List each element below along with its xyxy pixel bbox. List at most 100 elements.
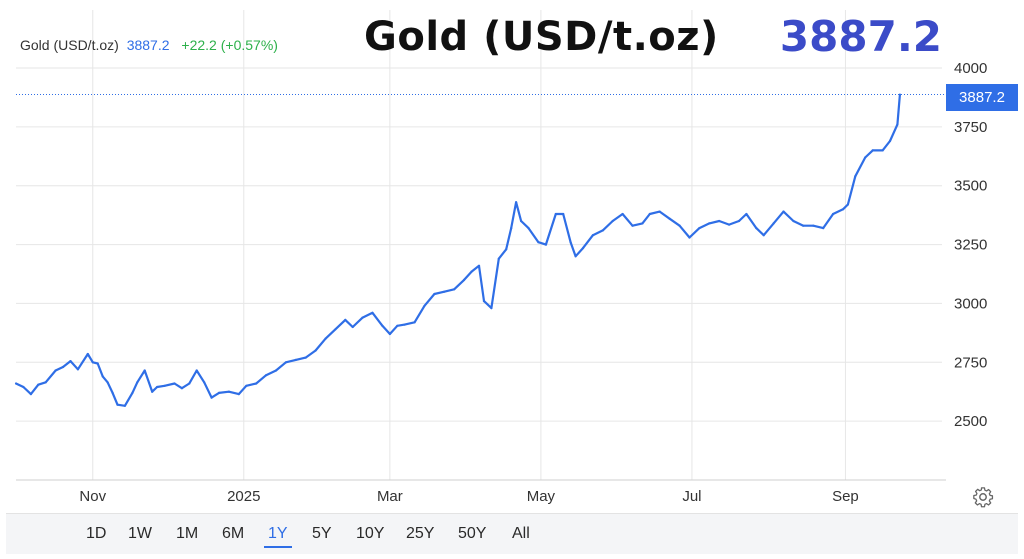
- range-1m-button[interactable]: 1M: [176, 525, 199, 542]
- range-10y-button[interactable]: 10Y: [356, 525, 385, 542]
- price-point: [497, 257, 500, 260]
- price-point: [37, 383, 40, 386]
- price-point: [515, 201, 518, 204]
- price-point: [510, 227, 513, 230]
- y-axis-ticks: 2500 2750 3000 3250 3500 3750 4000: [954, 60, 987, 430]
- price-point: [361, 316, 364, 319]
- price-point: [881, 149, 884, 152]
- price-point: [864, 156, 867, 159]
- price-point: [143, 369, 146, 372]
- price-point: [371, 311, 374, 314]
- price-point: [91, 361, 94, 364]
- price-point: [871, 149, 874, 152]
- y-tick-label: 2500: [954, 413, 987, 430]
- price-point: [698, 227, 701, 230]
- price-point: [314, 349, 317, 352]
- price-point: [403, 323, 406, 326]
- price-point: [591, 234, 595, 237]
- price-point: [324, 337, 327, 340]
- price-point: [69, 360, 72, 363]
- price-point: [344, 318, 347, 321]
- time-range-bar: 1D 1W 1M 6M 1Y 5Y 10Y 25Y 50Y All: [6, 513, 1018, 554]
- price-point: [29, 393, 32, 396]
- price-point: [396, 324, 399, 327]
- price-point: [61, 365, 65, 369]
- price-point: [210, 396, 213, 399]
- price-point: [255, 382, 258, 385]
- price-point: [44, 381, 47, 384]
- price-point: [772, 222, 775, 225]
- y-tick-label: 3000: [954, 295, 987, 312]
- x-tick-label: Sep: [832, 488, 859, 505]
- price-point: [631, 224, 634, 227]
- price-point: [621, 212, 624, 216]
- price-point: [111, 391, 114, 394]
- range-all-button[interactable]: All: [512, 525, 530, 542]
- price-point: [802, 224, 805, 227]
- price-point: [265, 374, 268, 377]
- price-point: [490, 307, 493, 310]
- price-point: [54, 369, 57, 372]
- range-1y-button[interactable]: 1Y: [264, 514, 292, 554]
- price-point: [463, 278, 466, 281]
- price-point: [822, 227, 825, 230]
- price-point: [195, 369, 198, 372]
- legend-value: 3887.2: [126, 37, 170, 53]
- range-6m-button[interactable]: 6M: [222, 525, 245, 542]
- price-point: [544, 243, 548, 246]
- price-point: [832, 212, 835, 216]
- price-point: [433, 292, 436, 296]
- price-point: [334, 328, 337, 331]
- y-tick-label: 3750: [954, 119, 987, 136]
- price-point: [520, 219, 523, 223]
- price-points: [14, 93, 902, 407]
- x-axis-ticks: Nov 2025 Mar May Jul Sep: [79, 488, 858, 505]
- price-point: [854, 175, 857, 178]
- y-tick-label: 3500: [954, 178, 987, 195]
- y-tick-label: 2750: [954, 354, 987, 371]
- range-50y-button[interactable]: 50Y: [458, 525, 487, 542]
- current-price: 3887.2: [779, 12, 942, 61]
- price-point: [14, 382, 18, 385]
- price-point: [453, 288, 456, 291]
- price-point: [554, 212, 557, 216]
- legend-series-name: Gold (USD/t.oz): [20, 37, 119, 53]
- price-point: [755, 227, 758, 230]
- price-point: [648, 212, 651, 216]
- price-point: [304, 356, 307, 359]
- price-point: [156, 385, 159, 389]
- price-point: [574, 255, 577, 258]
- price-point: [562, 212, 565, 216]
- price-point: [888, 139, 892, 143]
- chart-legend: Gold (USD/t.oz) 3887.2 +22.2 (+0.57%): [20, 37, 278, 53]
- x-tick-label: 2025: [227, 488, 260, 505]
- price-point: [745, 212, 748, 216]
- chart-title: Gold (USD/t.oz): [364, 14, 719, 60]
- x-tick-label: Nov: [79, 488, 106, 505]
- price-point: [188, 382, 191, 385]
- price-point: [601, 229, 604, 232]
- price-point: [217, 391, 221, 394]
- price-point: [443, 290, 446, 293]
- range-5y-button[interactable]: 5Y: [312, 525, 332, 542]
- y-tick-label: 4000: [954, 60, 987, 77]
- price-point: [106, 381, 109, 384]
- last-price-tag: 3887.2: [946, 84, 1018, 111]
- price-point: [245, 384, 248, 387]
- price-point: [76, 368, 79, 371]
- price-point: [896, 123, 899, 126]
- price-point: [284, 361, 287, 364]
- price-point: [413, 321, 416, 324]
- range-1d-button[interactable]: 1D: [86, 525, 107, 542]
- price-point: [678, 224, 681, 227]
- price-point: [274, 369, 278, 372]
- price-series-line: [15, 94, 901, 407]
- price-point: [477, 264, 481, 267]
- price-point: [611, 219, 614, 223]
- price-point: [812, 224, 815, 227]
- range-1w-button[interactable]: 1W: [128, 525, 152, 542]
- range-25y-button[interactable]: 25Y: [406, 525, 435, 542]
- price-point: [569, 241, 572, 244]
- gear-icon[interactable]: [972, 486, 994, 508]
